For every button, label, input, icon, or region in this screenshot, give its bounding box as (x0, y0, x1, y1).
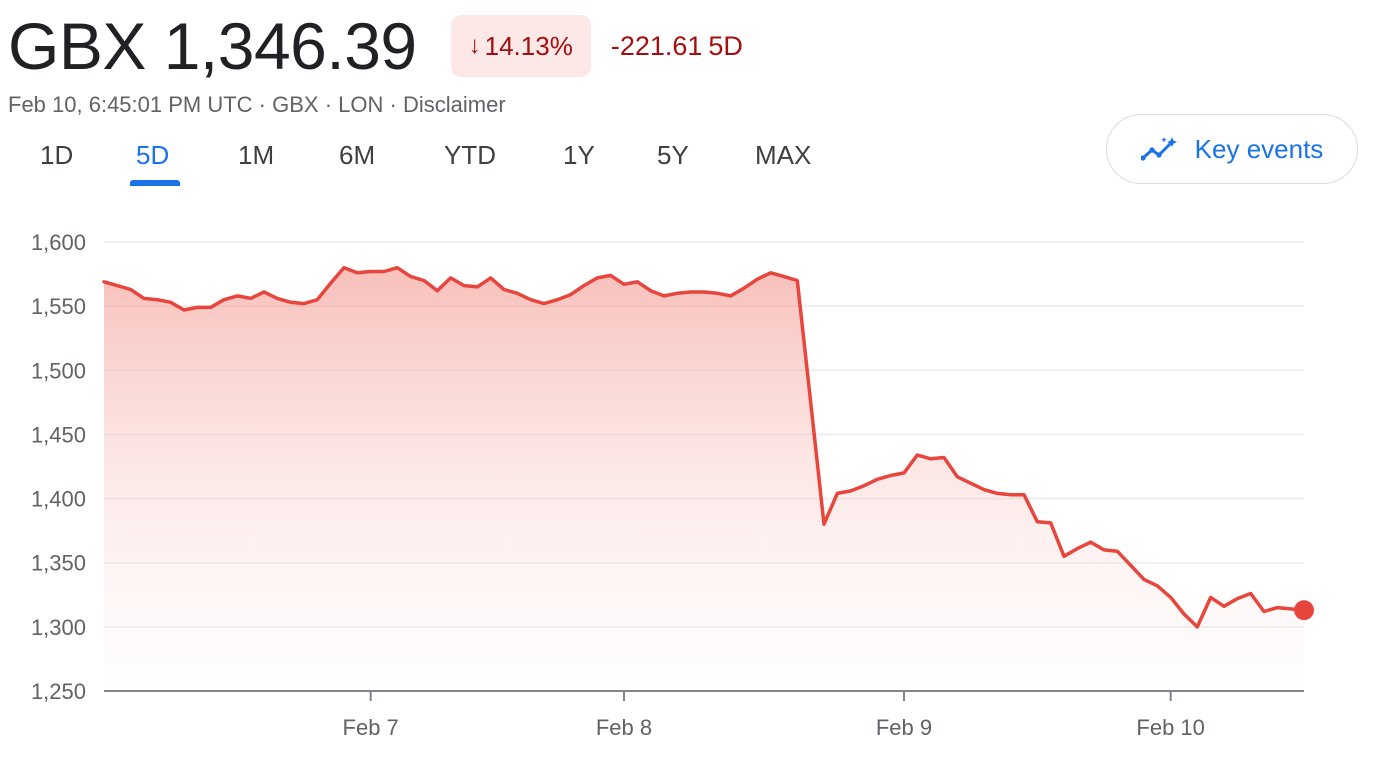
x-tick-label: Feb 10 (1136, 715, 1205, 740)
tab-1y[interactable]: 1Y (563, 140, 595, 170)
percent-change-badge: ↓ 14.13% (450, 15, 591, 77)
x-tick-label: Feb 7 (343, 715, 399, 740)
tab-6m[interactable]: 6M (339, 140, 376, 170)
x-tick-label: Feb 8 (596, 715, 652, 740)
y-tick-label: 1,450 (31, 422, 86, 447)
percent-change: 14.13% (484, 30, 573, 61)
absolute-change-value: -221.61 (610, 30, 703, 61)
change-period: 5D (708, 30, 743, 61)
active-tab-indicator (130, 180, 180, 186)
meta-separator: · (252, 92, 273, 117)
y-tick-label: 1,250 (31, 679, 86, 704)
current-price: GBX 1,346.39 (8, 9, 417, 83)
y-tick-label: 1,600 (31, 230, 86, 255)
current-price-marker (1294, 600, 1314, 621)
x-tick-label: Feb 9 (876, 715, 932, 740)
tab-1d[interactable]: 1D (40, 140, 74, 170)
price-line (102, 265, 1306, 629)
tab-1m[interactable]: 1M (238, 140, 275, 170)
absolute-change: -221.61 5D (611, 31, 743, 62)
timestamp: Feb 10, 6:45:01 PM UTC (8, 92, 253, 117)
y-tick-label: 1,350 (31, 551, 86, 576)
y-tick-label: 1,300 (31, 615, 86, 640)
meta-separator: · (383, 92, 403, 117)
disclaimer-link[interactable]: Disclaimer (402, 92, 506, 117)
y-tick-label: 1,550 (31, 294, 86, 319)
currency: GBX (272, 92, 319, 117)
key-events-button[interactable]: Key events (1106, 114, 1358, 184)
meta-separator: · (318, 92, 339, 117)
tab-ytd[interactable]: YTD (444, 140, 496, 170)
key-events-label: Key events (1194, 133, 1324, 164)
tab-max[interactable]: MAX (755, 140, 812, 170)
quote-header: GBX 1,346.39 ↓ 14.13% -221.61 5D (8, 6, 743, 86)
arrow-down-icon: ↓ (468, 32, 481, 59)
y-tick-label: 1,500 (31, 358, 86, 383)
quote-meta: Feb 10, 6:45:01 PM UTC · GBX · LON · Dis… (8, 92, 506, 118)
tab-5y[interactable]: 5Y (657, 140, 689, 170)
tab-5d[interactable]: 5D (136, 140, 170, 170)
price-area-fill (104, 267, 1304, 691)
exchange: LON (338, 92, 384, 117)
sparkle-trend-icon (1140, 137, 1177, 161)
y-tick-label: 1,400 (31, 487, 86, 512)
